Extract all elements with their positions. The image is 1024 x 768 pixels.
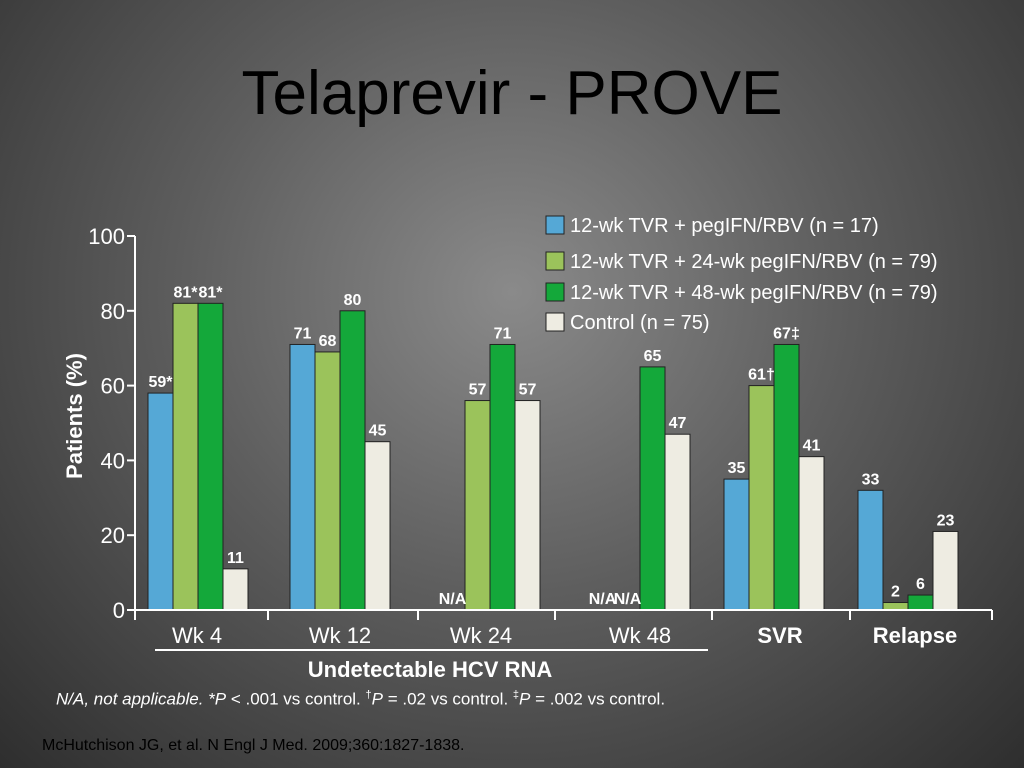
bar-na-label: N/A <box>614 591 642 608</box>
bar-value-label: 81* <box>173 284 198 301</box>
bar-value-label: 11 <box>227 550 244 567</box>
bar-value-label: 2 <box>891 584 900 601</box>
bar-na-label: N/A <box>439 591 467 608</box>
footnote-p1-prefix: * <box>208 689 215 709</box>
bar-3 <box>339 310 366 611</box>
bar-2 <box>314 351 341 611</box>
legend-label: 12-wk TVR + 24-wk pegIFN/RBV (n = 79) <box>570 251 938 273</box>
bar-value-label: 71 <box>294 325 312 342</box>
y-tick-label: 60 <box>101 374 125 399</box>
bar-value-label: 23 <box>937 512 955 529</box>
bar-value-label: 81* <box>198 284 223 301</box>
slide-title: Telaprevir - PROVE <box>241 59 783 128</box>
bar-value-label: 35 <box>728 460 746 477</box>
bar-value-label: 41 <box>803 438 821 455</box>
bar-value-label: 6 <box>916 576 925 593</box>
bar-3 <box>489 343 516 611</box>
legend-label: 12-wk TVR + 48-wk pegIFN/RBV (n = 79) <box>570 282 938 304</box>
bars <box>147 302 959 611</box>
bar-1 <box>723 478 750 611</box>
legend-swatch <box>545 251 565 271</box>
bar-2 <box>172 302 199 611</box>
bar-3 <box>907 594 934 611</box>
bar-3 <box>639 366 666 611</box>
citation: McHutchison JG, et al. N Engl J Med. 200… <box>42 737 465 754</box>
bar-2 <box>748 385 775 611</box>
y-tick-label: 20 <box>101 523 125 548</box>
y-axis: 0 20 40 60 80 100 Patients (%) <box>62 224 136 623</box>
bar-value-label: 67‡ <box>773 325 800 342</box>
bar-4 <box>222 568 249 611</box>
bar-4 <box>664 433 691 611</box>
legend-swatch <box>545 215 565 235</box>
footnote-p2-rest: = .02 vs control. <box>382 689 513 709</box>
bar-1 <box>147 392 174 611</box>
x-axis: Wk 4 Wk 12 Wk 24 Wk 48 SVR Relapse Undetectabl… <box>134 609 993 682</box>
x-category-label: SVR <box>757 623 802 648</box>
bar-value-label: 45 <box>369 423 387 440</box>
y-tick-label: 80 <box>101 299 125 324</box>
bar-value-label: 59* <box>148 374 173 391</box>
bar-value-label: 57 <box>469 382 487 399</box>
legend-swatch <box>545 282 565 302</box>
bar-value-label: 57 <box>519 382 537 399</box>
bar-1 <box>857 489 884 611</box>
x-category-label: Wk 24 <box>450 623 512 648</box>
footnote-na: N/A, not applicable. <box>56 689 209 709</box>
x-category-label: Wk 12 <box>309 623 371 648</box>
footnote: N/A, not applicable. *P < .001 vs contro… <box>56 689 665 710</box>
y-axis-title: Patients (%) <box>62 353 87 479</box>
footnote-p3-rest: = .002 vs control. <box>530 689 666 709</box>
bar-4 <box>798 456 825 611</box>
bar-4 <box>514 400 541 611</box>
bar-3 <box>197 302 224 611</box>
bar-1 <box>289 343 316 611</box>
legend-label: Control (n = 75) <box>570 312 710 334</box>
legend-label: 12-wk TVR + pegIFN/RBV (n = 17) <box>570 215 879 237</box>
bar-4 <box>932 530 959 611</box>
footnote-p2-sup: † <box>365 689 372 701</box>
bar-3 <box>773 343 800 611</box>
bar-value-label: 71 <box>494 325 512 342</box>
bar-value-label: 80 <box>344 292 362 309</box>
bar-value-label: 65 <box>644 348 662 365</box>
footnote-p2-p: P <box>371 689 383 709</box>
x-category-label: Wk 4 <box>172 623 222 648</box>
bar-value-label: 47 <box>669 415 687 432</box>
x-category-label: Wk 48 <box>609 623 671 648</box>
legend-swatch <box>545 312 565 332</box>
bar-2 <box>464 400 491 611</box>
footnote-p1-rest: < .001 vs control. <box>226 689 366 709</box>
bar-value-label: 33 <box>862 471 880 488</box>
x-category-label: Relapse <box>873 623 957 648</box>
bar-value-label: 68 <box>319 333 337 350</box>
group-label: Undetectable HCV RNA <box>308 657 553 682</box>
footnote-p3-sup: ‡ <box>512 689 520 701</box>
footnote-p1-p: P <box>214 689 227 709</box>
bar-4 <box>364 441 391 611</box>
legend: 12-wk TVR + pegIFN/RBV (n = 17) 12-wk TVR… <box>545 215 938 334</box>
bar-2 <box>882 602 909 611</box>
bar-na-label: N/A <box>589 591 617 608</box>
bar-value-label: 61† <box>748 367 775 384</box>
footnote-p3-p: P <box>519 689 531 709</box>
y-tick-label: 100 <box>88 224 125 249</box>
y-tick-label: 0 <box>113 598 125 623</box>
y-tick-label: 40 <box>101 448 125 473</box>
